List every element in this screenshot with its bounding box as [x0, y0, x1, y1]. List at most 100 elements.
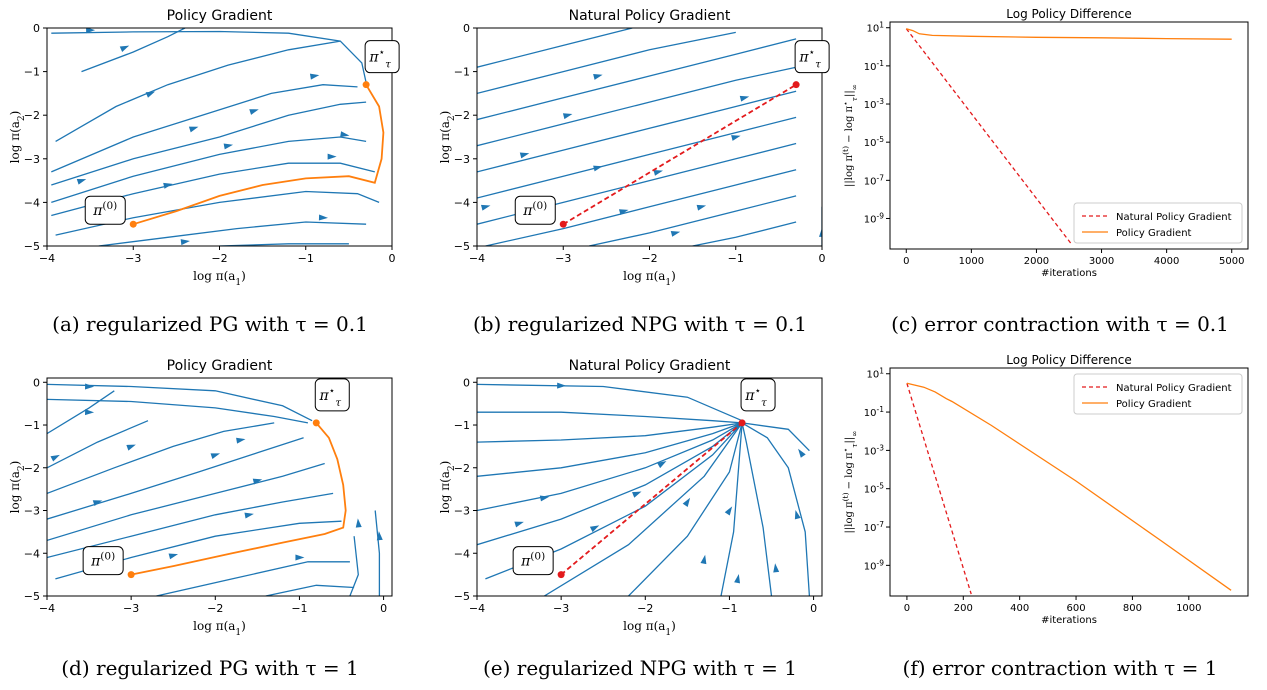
x-tick-label: 3000 [1089, 256, 1114, 267]
streamline [720, 422, 743, 596]
y-tick-label: −2 [454, 462, 470, 475]
stream-arrow [682, 497, 691, 507]
stream-arrow [295, 554, 305, 561]
y-axis-label: log π(a2) [8, 461, 27, 514]
plot-area [47, 383, 383, 596]
y-tick-label: 10-7 [864, 173, 884, 188]
trajectory [130, 422, 347, 576]
y-tick-label: 10-7 [864, 520, 884, 535]
streamline [265, 584, 355, 596]
init-annotation-box [512, 546, 554, 576]
x-tick-label: −4 [39, 252, 55, 265]
y-axis-label: log π(a2) [438, 461, 457, 514]
y-tick-label: −2 [24, 462, 40, 475]
x-axis-label: log π(a1) [193, 269, 246, 288]
streamline [51, 101, 367, 186]
y-tick-label: −4 [454, 196, 470, 209]
x-tick-label: 400 [1010, 603, 1029, 614]
y-tick-label: 0 [33, 376, 40, 389]
x-axis-label: #iterations [1041, 615, 1097, 626]
x-tick-label: −1 [291, 602, 307, 615]
stream-arrow [355, 518, 362, 528]
streamline [219, 243, 349, 246]
caption-d: (d) regularized PG with τ = 1 [61, 656, 359, 680]
stream-arrow [724, 506, 733, 516]
plot-area [477, 382, 811, 596]
x-tick-label: −1 [721, 602, 737, 615]
y-axis-label: ||log π(t) − log π⋆τ||∞ [841, 84, 859, 187]
trajectory [560, 422, 743, 576]
stream-arrow [557, 382, 567, 389]
stream-arrow [318, 214, 328, 221]
stream-arrow [188, 126, 199, 133]
y-tick-label: −2 [454, 109, 470, 122]
streamline [741, 422, 811, 596]
y-tick-label: 10-3 [864, 97, 884, 112]
streamline [477, 422, 743, 477]
stream-arrow [562, 113, 573, 120]
x-tick-label: −3 [125, 252, 141, 265]
y-tick-label: 101 [866, 366, 884, 381]
streamline [628, 422, 743, 596]
y-tick-label: −1 [454, 419, 470, 432]
init-annotation-box [514, 195, 556, 225]
stream-arrow [50, 454, 60, 462]
y-tick-label: 10-5 [864, 481, 884, 496]
stream-arrow [696, 204, 707, 211]
stream-arrow [589, 525, 600, 533]
legend-frame [1073, 202, 1243, 244]
caption-b: (b) regularized NPG with τ = 0.1 [473, 312, 807, 336]
stream-arrow [657, 461, 667, 469]
x-tick-label: −3 [123, 602, 139, 615]
streamline [477, 38, 797, 121]
stream-arrow [168, 553, 179, 560]
x-tick-label: 1000 [1176, 603, 1201, 614]
x-tick-label: 4000 [1154, 256, 1179, 267]
y-tick-label: −3 [454, 153, 470, 166]
init-annotation-box [84, 195, 126, 225]
legend-entry: Natural Policy Gradient [1116, 212, 1232, 223]
x-tick-label: −2 [641, 252, 657, 265]
y-tick-label: −3 [24, 153, 40, 166]
streamline [55, 40, 341, 142]
streamline [477, 66, 797, 147]
plot-area [51, 28, 385, 246]
stream-arrow [126, 444, 136, 451]
y-tick-label: 101 [866, 20, 884, 34]
x-tick-label: −2 [207, 602, 223, 615]
series-line-pg [906, 382, 1232, 591]
stream-arrow [180, 239, 190, 246]
stream-arrow [731, 135, 741, 141]
stream-arrow [244, 512, 254, 519]
stream-arrow [739, 95, 750, 102]
streamline [741, 422, 773, 596]
init-annotation-label: π(0) [92, 200, 117, 219]
stream-arrow [593, 74, 603, 80]
stream-arrow [539, 495, 550, 502]
y-tick-label: −3 [454, 505, 470, 518]
x-tick-label: −4 [469, 602, 485, 615]
chart-title: Log Policy Difference [1006, 7, 1131, 21]
end-point [738, 419, 746, 427]
y-tick-label: −2 [24, 109, 40, 122]
opt-annotation-box [364, 40, 400, 74]
x-tick-label: −1 [298, 252, 314, 265]
x-tick-label: 800 [1123, 603, 1142, 614]
y-tick-label: 10-5 [864, 135, 884, 150]
chart-title: Natural Policy Gradient [569, 8, 731, 24]
y-tick-label: 10-1 [864, 405, 884, 420]
y-tick-label: −5 [454, 240, 470, 253]
streamline [477, 31, 736, 95]
streamline [477, 90, 797, 173]
end-point [792, 81, 800, 89]
x-axis-label: #iterations [1041, 268, 1097, 279]
y-tick-label: 10-9 [864, 211, 884, 226]
x-tick-label: −4 [469, 252, 485, 265]
x-tick-label: 600 [1067, 603, 1086, 614]
legend-entry: Policy Gradient [1116, 399, 1192, 410]
stream-arrow [86, 28, 96, 34]
chart-title: Policy Gradient [167, 8, 273, 24]
streamline [543, 422, 743, 596]
